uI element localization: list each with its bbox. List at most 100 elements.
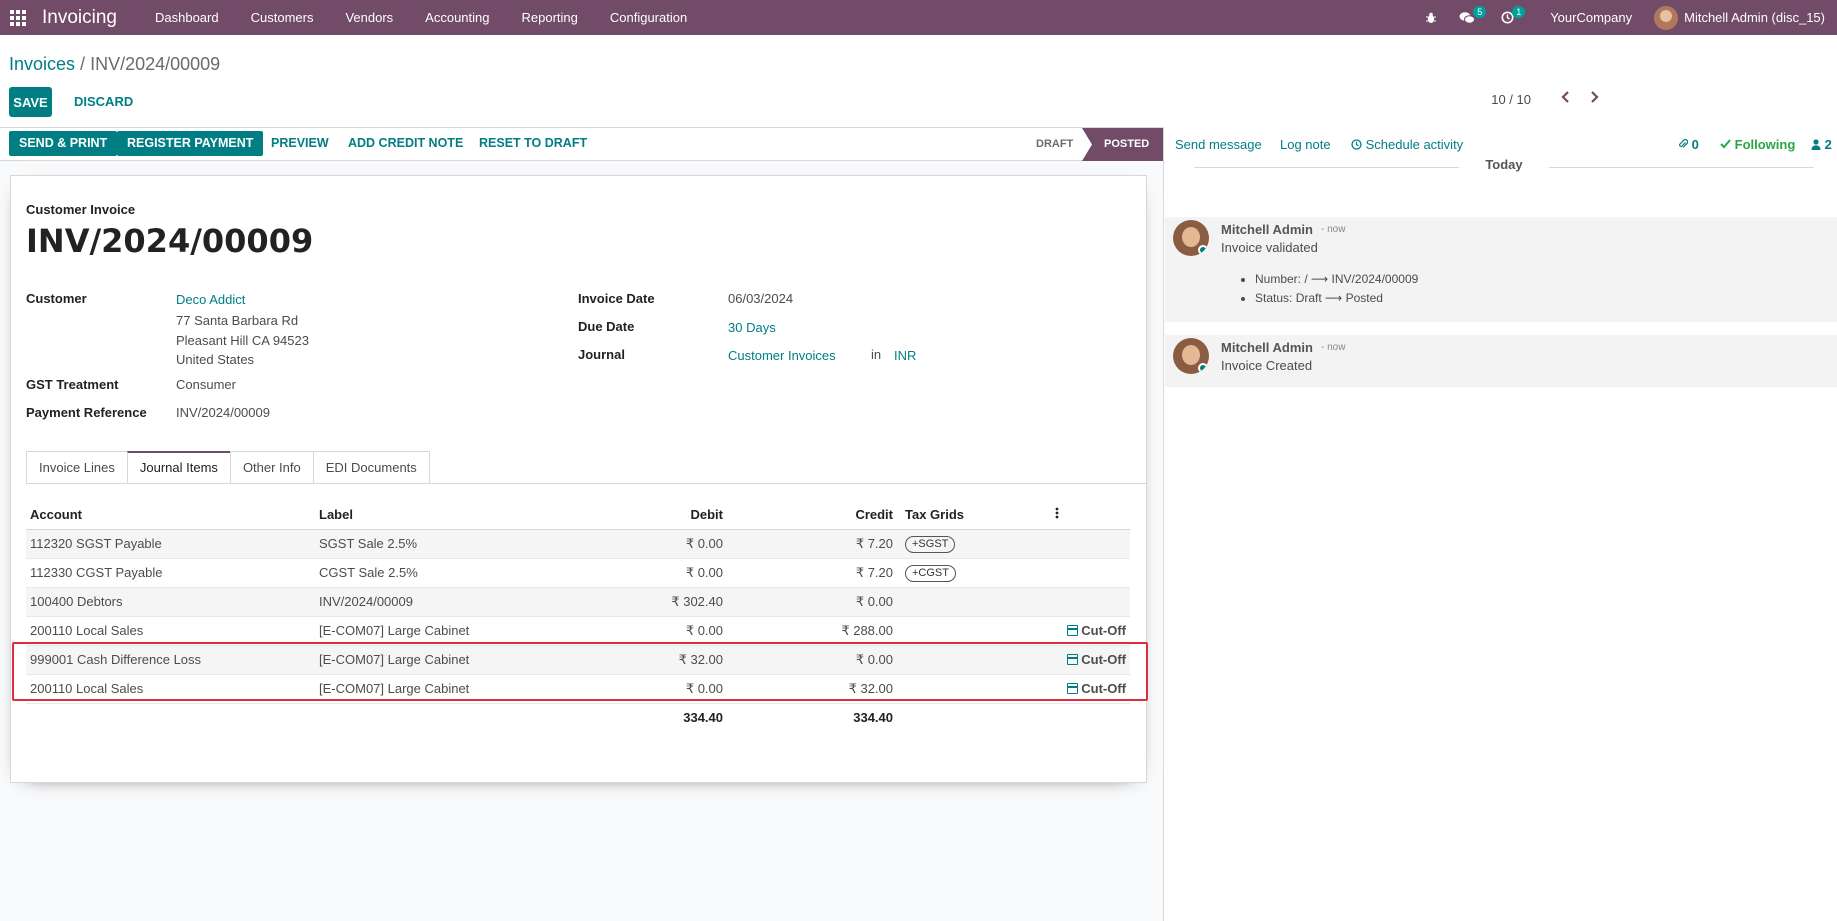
date-separator: Today [1194,157,1814,177]
optional-columns-icon[interactable] [1051,500,1130,530]
chatter-panel: Send message Log note Schedule activity … [1163,127,1837,921]
cell-debit: ₹ 0.00 [565,674,731,704]
cell-label: [E-COM07] Large Cabinet [315,674,565,704]
cell-cutoff [1051,529,1130,559]
column-debit[interactable]: Debit [565,500,731,530]
state-draft[interactable]: DRAFT [1036,138,1074,150]
totals-spacer [26,703,315,732]
breadcrumb: Invoices / INV/2024/00009 [9,54,220,75]
cell-debit: ₹ 0.00 [565,616,731,646]
currency-link[interactable]: INR [894,348,917,363]
table-row[interactable]: 112330 CGST Payable CGST Sale 2.5% ₹ 0.0… [26,558,1130,588]
followers-button[interactable]: 2 [1811,137,1832,152]
column-account[interactable]: Account [26,500,315,530]
total-credit: 334.40 [731,703,901,732]
cell-credit: ₹ 0.00 [731,645,901,675]
total-debit: 334.40 [565,703,731,732]
save-button[interactable]: SAVE [9,87,52,117]
cell-tax-grids [901,587,1051,617]
followers-count: 2 [1824,137,1832,152]
tab-edi-documents[interactable]: EDI Documents [312,451,430,484]
tracking-value: Number: / ⟶ INV/2024/00009 [1255,270,1418,289]
table-row[interactable]: 112320 SGST Payable SGST Sale 2.5% ₹ 0.0… [26,529,1130,559]
totals-spacer [901,703,1051,732]
author-avatar[interactable] [1173,338,1209,374]
customer-name-link[interactable]: Deco Addict [176,292,246,307]
breadcrumb-invoices-link[interactable]: Invoices [9,54,76,74]
following-button[interactable]: Following [1720,137,1795,152]
reset-to-draft-button[interactable]: RESET TO DRAFT [479,136,588,150]
online-status-icon [1198,363,1208,373]
cutoff-button[interactable]: Cut-Off [1051,645,1130,675]
table-row[interactable]: 200110 Local Sales [E-COM07] Large Cabin… [26,674,1130,704]
payment-reference-value[interactable]: INV/2024/00009 [176,405,270,420]
message-author[interactable]: Mitchell Admin [1221,340,1313,355]
column-tax-grids[interactable]: Tax Grids [901,500,1051,530]
log-note-button[interactable]: Log note [1280,137,1331,152]
pager-next-icon[interactable] [1589,90,1599,106]
cell-credit: ₹ 0.00 [731,587,901,617]
author-avatar[interactable] [1173,220,1209,256]
tab-invoice-lines[interactable]: Invoice Lines [26,451,128,484]
debug-bug-icon[interactable] [1417,0,1445,35]
tax-grid-tag: +SGST [905,535,956,553]
gst-treatment-value[interactable]: Consumer [176,377,236,392]
calendar-icon [1067,683,1079,694]
company-switcher[interactable]: YourCompany [1550,10,1633,25]
tab-other-info[interactable]: Other Info [229,451,314,484]
user-menu[interactable]: Mitchell Admin (disc_15) [1654,5,1837,30]
cell-account: 200110 Local Sales [26,674,315,704]
due-date-value[interactable]: 30 Days [728,320,776,335]
invoice-date-label: Invoice Date [578,291,655,306]
table-row[interactable]: 100400 Debtors INV/2024/00009 ₹ 302.40 ₹… [26,587,1130,617]
cell-cutoff [1051,558,1130,588]
activities-clock-icon[interactable]: 1 [1493,0,1526,35]
column-label[interactable]: Label [315,500,565,530]
pager-previous-icon[interactable] [1561,90,1571,106]
menu-configuration[interactable]: Configuration [609,10,688,25]
menu-dashboard[interactable]: Dashboard [155,10,219,25]
attachments-button[interactable]: 0 [1678,137,1699,152]
menu-accounting[interactable]: Accounting [425,10,490,25]
send-print-button[interactable]: SEND & PRINT [9,131,118,156]
invoice-date-value[interactable]: 06/03/2024 [728,291,794,306]
main-navbar: Invoicing Dashboard Customers Vendors Ac… [0,0,1837,35]
message-author[interactable]: Mitchell Admin [1221,222,1313,237]
menu-vendors[interactable]: Vendors [345,10,394,25]
send-message-button[interactable]: Send message [1175,137,1262,152]
notebook-tabs: Invoice Lines Journal Items Other Info E… [26,451,430,484]
tracking-value: Status: Draft ⟶ Posted [1255,289,1418,308]
preview-button[interactable]: PREVIEW [271,136,329,150]
messages-icon[interactable]: 5 [1451,0,1487,35]
table-row[interactable]: 999001 Cash Difference Loss [E-COM07] La… [26,645,1130,675]
cutoff-button[interactable]: Cut-Off [1051,674,1130,704]
apps-menu-icon[interactable] [0,0,35,35]
app-name[interactable]: Invoicing [42,6,117,28]
totals-spacer [315,703,565,732]
menu-customers[interactable]: Customers [250,10,314,25]
cell-debit: ₹ 0.00 [565,529,731,559]
calendar-icon [1067,625,1079,636]
add-credit-note-button[interactable]: ADD CREDIT NOTE [348,136,464,150]
tab-journal-items[interactable]: Journal Items [126,451,231,484]
register-payment-button[interactable]: REGISTER PAYMENT [117,131,264,156]
online-status-icon [1198,245,1208,255]
discard-button[interactable]: DISCARD [74,94,134,109]
schedule-activity-button[interactable]: Schedule activity [1351,137,1463,152]
cell-account: 112330 CGST Payable [26,558,315,588]
journal-value-link[interactable]: Customer Invoices [728,348,836,363]
menu-reporting[interactable]: Reporting [521,10,578,25]
journal-items-table: Account Label Debit Credit Tax Grids 112… [26,500,1130,732]
cell-label: CGST Sale 2.5% [315,558,565,588]
table-row[interactable]: 200110 Local Sales [E-COM07] Large Cabin… [26,616,1130,646]
cutoff-button[interactable]: Cut-Off [1051,616,1130,646]
clock-icon [1351,139,1362,150]
cell-credit: ₹ 7.20 [731,558,901,588]
pager-value[interactable]: 10 / 10 [1491,92,1531,107]
cell-label: SGST Sale 2.5% [315,529,565,559]
cell-account: 112320 SGST Payable [26,529,315,559]
breadcrumb-separator: / [75,54,91,74]
column-credit[interactable]: Credit [731,500,901,530]
user-name: Mitchell Admin (disc_15) [1684,10,1825,25]
tracking-changes: Number: / ⟶ INV/2024/00009 Status: Draft… [1241,270,1418,308]
